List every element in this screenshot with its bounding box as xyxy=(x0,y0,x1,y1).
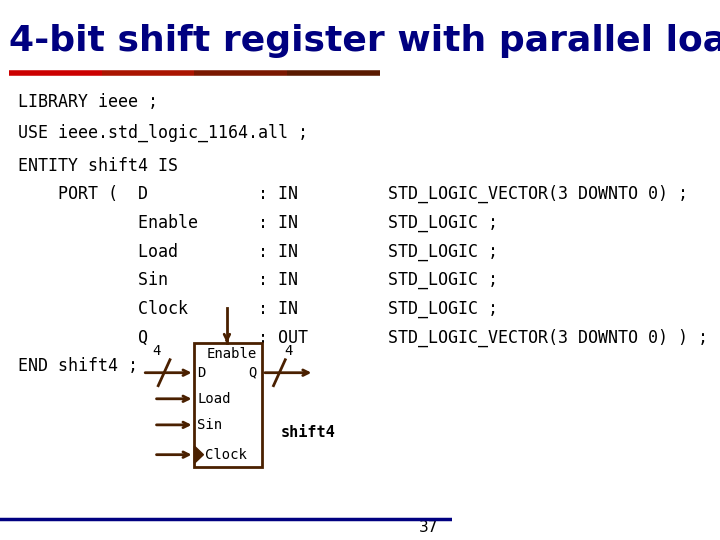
Text: LIBRARY ieee ;: LIBRARY ieee ; xyxy=(18,93,158,111)
Text: Load: Load xyxy=(197,392,230,406)
Text: Sin: Sin xyxy=(197,418,222,432)
Text: ENTITY shift4 IS: ENTITY shift4 IS xyxy=(18,157,178,174)
Text: Clock: Clock xyxy=(205,448,247,462)
Text: END shift4 ;: END shift4 ; xyxy=(18,357,138,375)
Text: D: D xyxy=(197,366,205,380)
Text: Enable      : IN         STD_LOGIC ;: Enable : IN STD_LOGIC ; xyxy=(18,214,498,232)
Text: Q           : OUT        STD_LOGIC_VECTOR(3 DOWNTO 0) ) ;: Q : OUT STD_LOGIC_VECTOR(3 DOWNTO 0) ) ; xyxy=(18,328,708,347)
Text: 4-bit shift register with parallel load (1): 4-bit shift register with parallel load … xyxy=(9,24,720,58)
Polygon shape xyxy=(194,446,204,463)
Text: 37: 37 xyxy=(419,519,438,535)
Text: 4: 4 xyxy=(284,343,292,357)
Text: Clock       : IN         STD_LOGIC ;: Clock : IN STD_LOGIC ; xyxy=(18,300,498,318)
Text: PORT (  D           : IN         STD_LOGIC_VECTOR(3 DOWNTO 0) ;: PORT ( D : IN STD_LOGIC_VECTOR(3 DOWNTO … xyxy=(18,185,688,204)
Text: shift4: shift4 xyxy=(280,425,335,440)
Text: USE ieee.std_logic_1164.all ;: USE ieee.std_logic_1164.all ; xyxy=(18,124,308,143)
Text: Q: Q xyxy=(248,366,257,380)
Bar xyxy=(194,343,262,467)
Text: Sin         : IN         STD_LOGIC ;: Sin : IN STD_LOGIC ; xyxy=(18,271,498,289)
Text: 4: 4 xyxy=(153,343,161,357)
Text: Enable: Enable xyxy=(207,347,257,361)
Text: Load        : IN         STD_LOGIC ;: Load : IN STD_LOGIC ; xyxy=(18,242,498,261)
